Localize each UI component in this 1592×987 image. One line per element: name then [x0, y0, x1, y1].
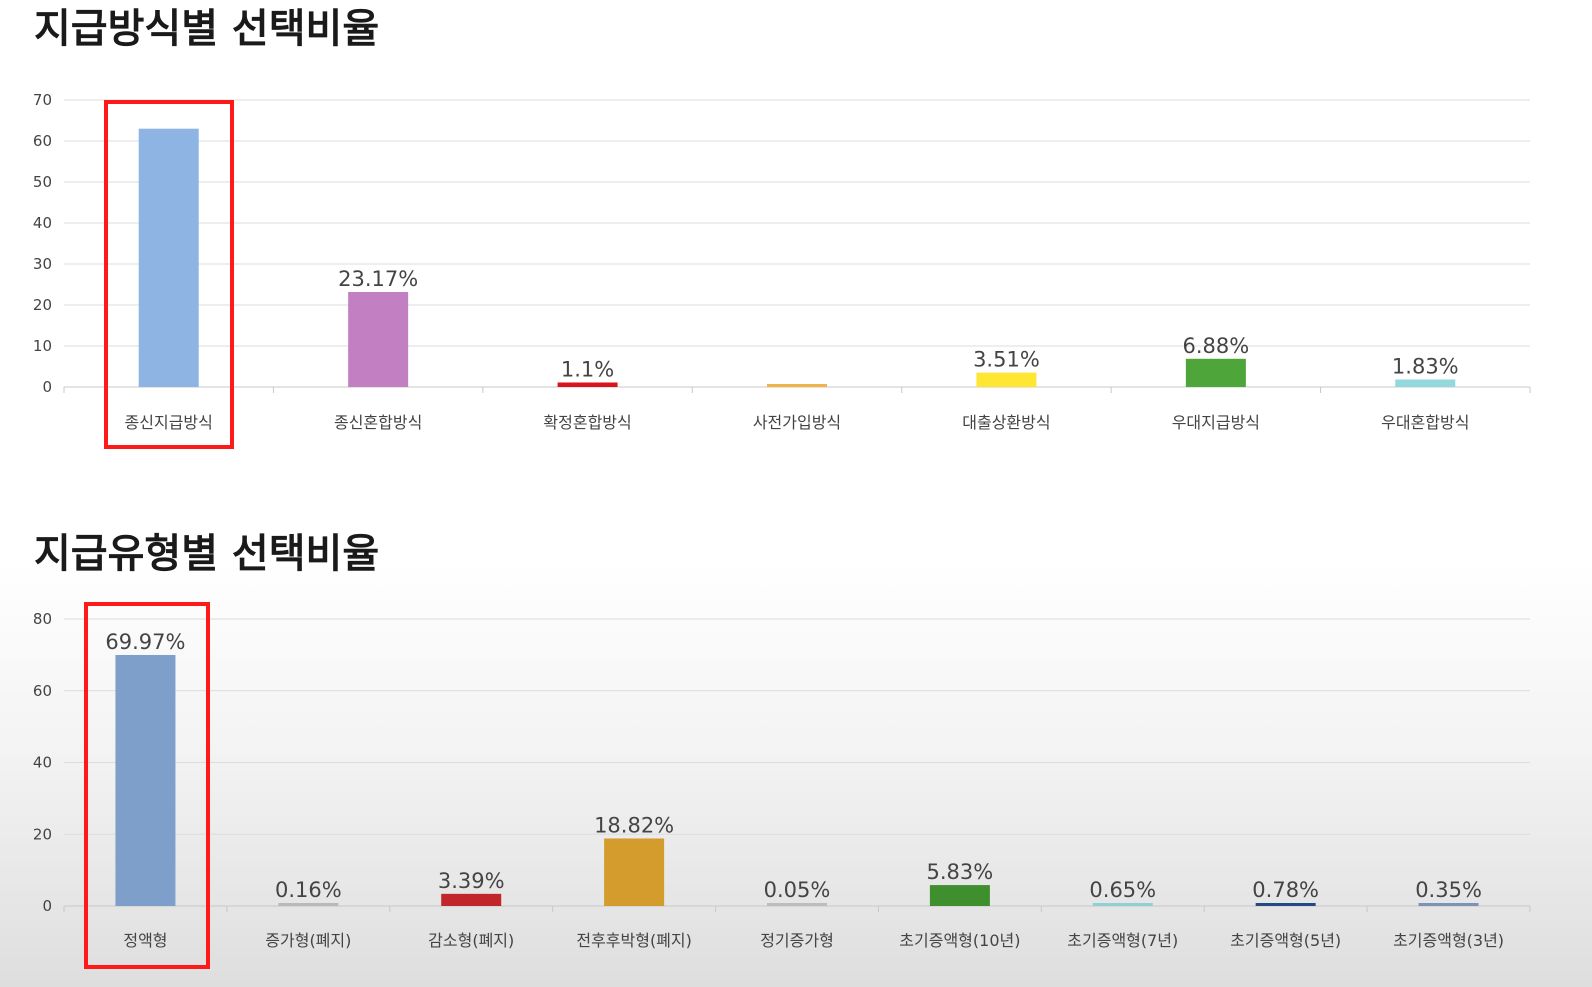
data-label: 1.83%: [1392, 354, 1459, 378]
x-category-label: 증가형(폐지): [265, 931, 351, 950]
lower-background: [0, 560, 1592, 987]
data-label: 18.82%: [594, 813, 674, 837]
bar-3: [557, 382, 618, 387]
bar-4: [767, 384, 827, 387]
payment-method-chart: 지급방식별 선택비율 0 10 20 30 40 50 60 70 종신지급방식 23.17% 종신…: [33, 6, 1531, 449]
bar-5: [767, 903, 827, 906]
data-label: 1.1%: [561, 357, 614, 381]
x-category-label: 전후후박형(폐지): [576, 931, 692, 950]
y-tick-label: 40: [33, 754, 52, 772]
x-category-label: 대출상환방식: [962, 413, 1050, 432]
x-category-label: 종신혼합방식: [334, 413, 422, 432]
y-tick-label: 20: [33, 296, 52, 314]
bar-1: [138, 128, 199, 387]
bar-3: [441, 893, 502, 906]
bar-5: [976, 372, 1037, 387]
chart-title-payment-type: 지급유형별 선택비율: [34, 531, 379, 577]
x-category-label: 우대혼합방식: [1381, 413, 1469, 432]
data-label: 3.39%: [438, 869, 505, 893]
payment-type-chart: 지급유형별 선택비율 0 20 40 60 80 69.97% 정액형 0.16% 증가형(폐지…: [33, 531, 1531, 969]
x-category-label: 초기증액형(5년): [1230, 931, 1341, 950]
bar-6: [929, 885, 990, 906]
x-category-label: 확정혼합방식: [543, 413, 631, 432]
data-label: 3.51%: [973, 348, 1040, 372]
bar-4: [604, 838, 665, 906]
y-tick-label: 40: [33, 214, 52, 232]
data-label: 0.65%: [1089, 878, 1156, 902]
y-tick-label: 10: [33, 337, 52, 355]
x-category-label: 초기증액형(10년): [899, 931, 1020, 950]
data-label: 0.78%: [1252, 878, 1319, 902]
bar-2: [348, 292, 409, 387]
data-label: 0.35%: [1415, 878, 1482, 902]
bar-7: [1092, 903, 1153, 906]
chart-title-payment-method: 지급방식별 선택비율: [34, 6, 379, 52]
data-label: 6.88%: [1182, 334, 1249, 358]
y-tick-label: 0: [42, 378, 52, 396]
x-category-label: 우대지급방식: [1172, 413, 1260, 432]
highlight-box: [84, 602, 210, 969]
x-category-label: 사전가입방식: [753, 413, 841, 432]
x-category-label: 종신지급방식: [125, 413, 213, 432]
bar-7: [1395, 379, 1456, 387]
y-tick-label: 20: [33, 825, 52, 843]
bar-1: [115, 654, 176, 906]
y-tick-label: 60: [33, 132, 52, 150]
y-tick-label: 0: [42, 897, 52, 915]
x-category-label: 초기증액형(7년): [1067, 931, 1178, 950]
x-category-label: 감소형(폐지): [428, 931, 514, 950]
x-category-label: 초기증액형(3년): [1393, 931, 1504, 950]
bar-6: [1185, 358, 1246, 387]
data-label: 0.16%: [275, 878, 342, 902]
x-category-label: 정기증가형: [760, 931, 834, 950]
y-tick-label: 60: [33, 682, 52, 700]
highlight-box: [104, 100, 234, 449]
y-tick-label: 80: [33, 610, 52, 628]
data-label: 5.83%: [927, 860, 994, 884]
y-tick-label: 70: [33, 91, 52, 109]
y-tick-label: 30: [33, 255, 52, 273]
y-tick-label: 50: [33, 173, 52, 191]
data-label: 23.17%: [338, 267, 418, 291]
bar-9: [1418, 903, 1479, 906]
bar-2: [278, 903, 339, 906]
x-category-label: 정액형: [123, 931, 167, 950]
bar-8: [1255, 903, 1316, 906]
data-label: 69.97%: [105, 630, 185, 654]
data-label: 0.05%: [764, 878, 831, 902]
